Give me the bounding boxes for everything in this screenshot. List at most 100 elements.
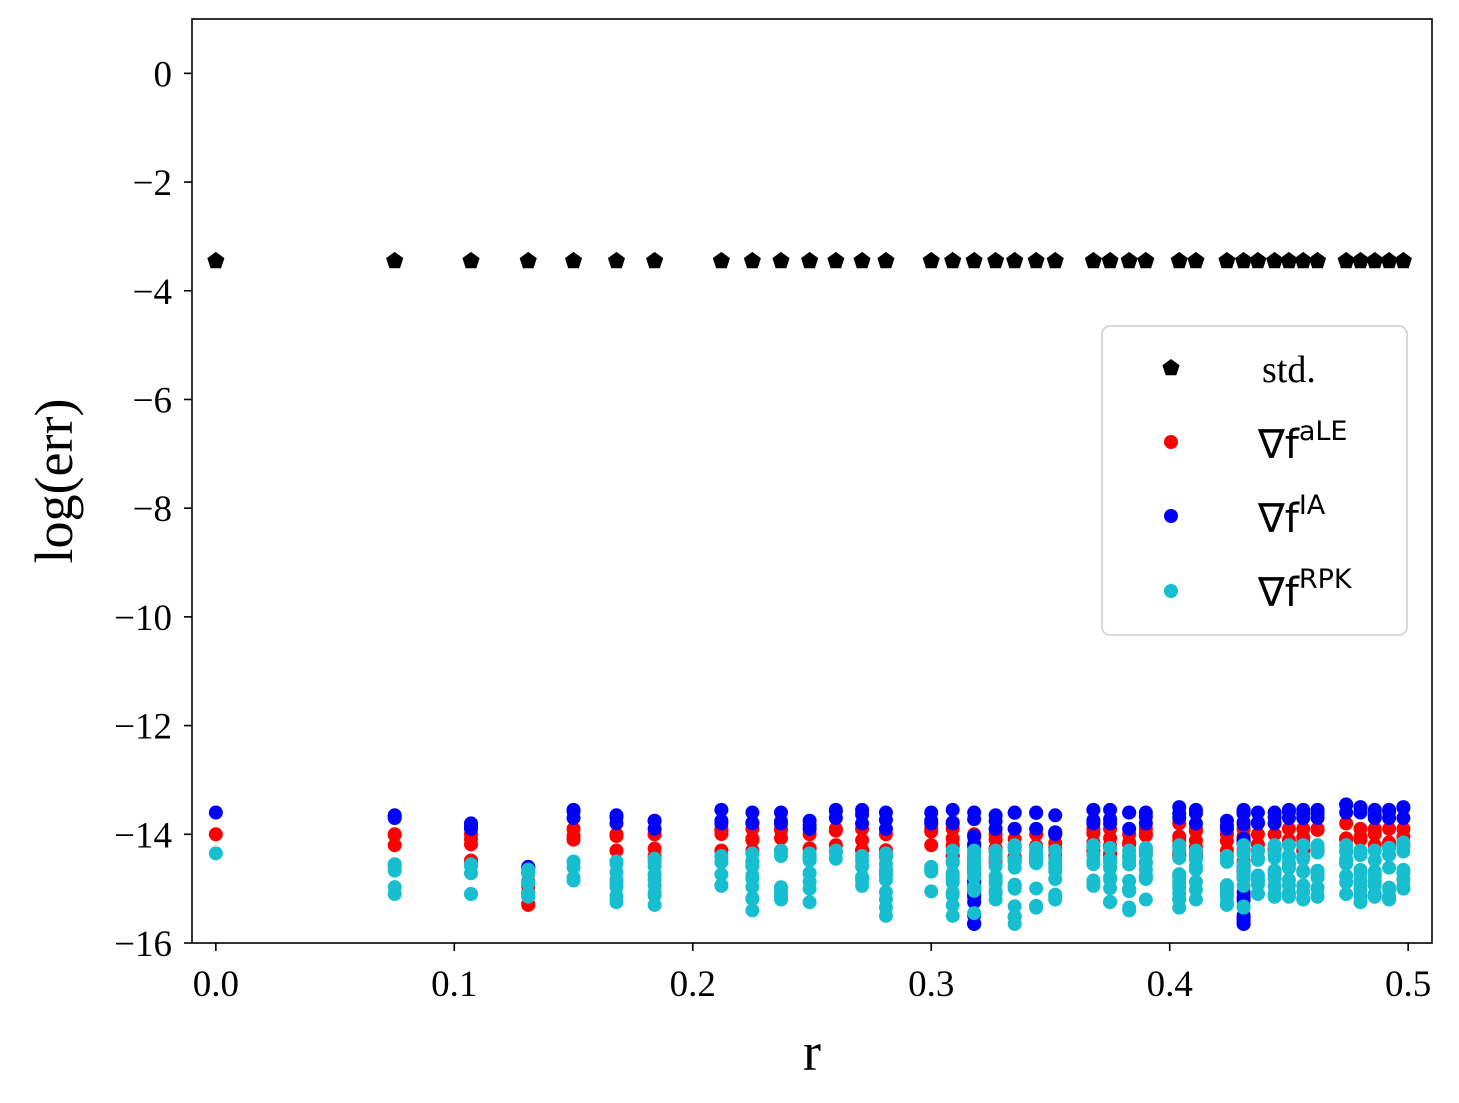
point-ale: [855, 833, 870, 848]
point-rpk: [1188, 843, 1203, 858]
y-tick-label: −16: [114, 924, 172, 965]
point-rpk: [774, 843, 788, 858]
point-rpk: [609, 873, 624, 888]
x-tick-label: 0.1: [431, 964, 477, 1005]
point-ale: [1267, 827, 1282, 842]
point-ia: [745, 815, 760, 830]
point-std: [853, 251, 871, 269]
point-ale: [1310, 821, 1325, 836]
point-rpk: [464, 857, 478, 872]
point-std: [1294, 251, 1312, 269]
point-ale: [1339, 816, 1354, 831]
point-rpk: [1353, 866, 1368, 881]
point-ale: [208, 827, 223, 842]
point-std: [462, 251, 480, 269]
point-std: [1394, 251, 1412, 269]
point-std: [772, 251, 790, 269]
x-axis-ticks: 0.0 0.1 0.2 0.3 0.4 0.5: [193, 943, 1431, 1005]
y-tick-label: 0: [154, 54, 173, 95]
x-tick-label: 0.3: [908, 964, 954, 1005]
point-ia: [1382, 802, 1397, 817]
point-rpk: [647, 885, 662, 900]
point-ia: [1103, 802, 1118, 817]
point-rpk: [714, 878, 729, 893]
y-tick-label: −10: [114, 598, 172, 639]
point-ale: [1367, 821, 1382, 836]
point-ia: [714, 813, 729, 828]
point-rpk: [1172, 868, 1187, 883]
point-ale: [609, 827, 624, 842]
point-std: [712, 251, 730, 269]
point-rpk: [855, 873, 870, 888]
point-ia: [1172, 800, 1187, 815]
point-rpk: [1281, 838, 1296, 853]
point-ia: [745, 805, 760, 820]
point-ia: [609, 808, 624, 823]
point-rpk: [1172, 891, 1187, 906]
point-std: [1170, 251, 1188, 269]
point-ia: [1007, 821, 1022, 836]
point-ia: [878, 805, 893, 820]
point-rpk: [1103, 840, 1118, 855]
point-rpk: [1138, 892, 1153, 907]
point-rpk: [1310, 880, 1325, 895]
point-std: [1280, 251, 1298, 269]
point-rpk: [1236, 838, 1251, 853]
legend-label-ale-sup: aLE: [1299, 416, 1348, 447]
point-std: [1027, 251, 1045, 269]
point-rpk: [1236, 857, 1251, 872]
point-rpk: [1396, 835, 1411, 850]
point-rpk: [1236, 899, 1251, 914]
point-std: [519, 251, 537, 269]
point-rpk: [1007, 838, 1022, 853]
point-rpk: [1103, 894, 1118, 909]
point-ia: [1122, 805, 1137, 820]
point-rpk: [774, 886, 788, 901]
point-rpk: [988, 843, 1003, 858]
point-rpk: [1339, 856, 1354, 871]
point-rpk: [1382, 883, 1397, 898]
y-tick-label: −6: [133, 380, 172, 421]
point-rpk: [1382, 860, 1397, 875]
legend-box: [1101, 325, 1408, 636]
point-rpk: [1086, 838, 1101, 853]
point-ia: [1296, 802, 1311, 817]
point-std: [1337, 251, 1355, 269]
point-ia: [1029, 821, 1044, 836]
point-std: [965, 251, 983, 269]
point-ale: [1382, 821, 1397, 836]
point-ia: [1250, 805, 1265, 820]
point-rpk: [566, 870, 581, 885]
point-ia: [714, 802, 729, 817]
point-std: [386, 251, 404, 269]
point-ale: [647, 841, 662, 856]
point-rpk: [387, 880, 402, 895]
legend: std. ∇faLE ∇fIA ∇fRPK: [1101, 325, 1408, 636]
point-rpk: [1296, 838, 1311, 853]
point-rpk: [1296, 850, 1311, 865]
point-rpk: [967, 906, 982, 921]
point-rpk: [745, 868, 760, 883]
y-tick-label: −2: [133, 163, 172, 204]
point-rpk: [1296, 884, 1311, 899]
point-rpk: [1172, 851, 1187, 866]
point-rpk: [1188, 882, 1203, 897]
point-rpk: [1138, 870, 1153, 885]
point-rpk: [647, 867, 662, 882]
point-std: [1084, 251, 1102, 269]
point-ia: [967, 916, 982, 931]
point-rpk: [802, 895, 817, 910]
point-rpk: [745, 846, 760, 861]
point-rpk: [1103, 861, 1118, 876]
point-ia: [1138, 805, 1153, 820]
point-ia: [1122, 821, 1137, 836]
point-ia: [1250, 815, 1265, 830]
point-std: [1006, 251, 1024, 269]
point-ale: [609, 843, 624, 858]
point-rpk: [1219, 895, 1234, 910]
point-std: [1046, 251, 1064, 269]
point-rpk: [609, 854, 624, 869]
point-ia: [802, 813, 817, 828]
legend-label-std: std.: [1262, 349, 1316, 391]
